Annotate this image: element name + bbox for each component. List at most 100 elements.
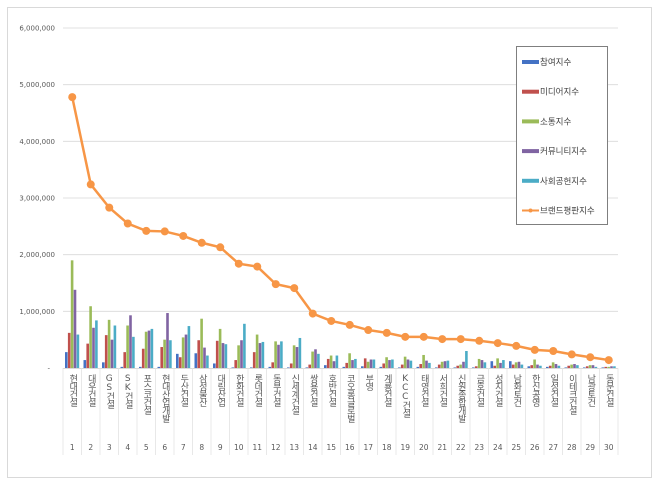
bar-3-30 — [607, 366, 610, 368]
brand-index-point-24 — [493, 339, 502, 348]
bar-5-22 — [465, 351, 468, 368]
bar-2-10 — [234, 360, 237, 368]
brand-index-point-3 — [105, 203, 114, 212]
rank-label: 18 — [382, 443, 392, 452]
category-label: 남광토건 — [585, 374, 596, 406]
brand-index-point-9 — [216, 243, 225, 252]
bar-3-4 — [126, 325, 129, 368]
bar-5-13 — [298, 337, 302, 368]
bar-5-12 — [280, 341, 283, 368]
rank-label: 8 — [199, 443, 204, 452]
bar-4-25 — [517, 361, 521, 368]
rank-label: 19 — [400, 443, 410, 452]
bar-1-14 — [305, 367, 309, 368]
bar-1-16 — [342, 366, 346, 368]
bar-3-26 — [533, 359, 536, 368]
legend-label: 브랜드평판지수 — [540, 206, 595, 217]
category-label: 서희건설 — [437, 374, 448, 406]
bar-4-15 — [332, 361, 336, 368]
bar-2-20 — [419, 364, 422, 368]
brand-index-point-7 — [179, 231, 188, 240]
category-label: 이테크건설 — [566, 374, 577, 414]
bar-2-5 — [141, 348, 145, 368]
bar-5-3 — [113, 325, 117, 368]
bar-3-25 — [514, 362, 518, 368]
brand-index-point-11 — [253, 262, 262, 271]
bar-1-6 — [157, 366, 161, 368]
brand-index-point-15 — [327, 316, 336, 325]
bar-2-2 — [86, 343, 89, 368]
brand-index-point-22 — [456, 335, 465, 344]
category-label: 남화토건 — [511, 374, 522, 406]
bar-5-1 — [76, 334, 80, 368]
bar-3-27 — [551, 362, 555, 368]
category-label: 두산건설 — [178, 374, 189, 406]
bar-4-20 — [425, 360, 428, 368]
category-label: 한화건설 — [233, 374, 244, 406]
bar-4-24 — [499, 362, 502, 368]
category-label: 현대건설 — [67, 374, 78, 406]
rank-label: 17 — [363, 443, 373, 452]
legend-label: 미디어지수 — [540, 87, 579, 98]
bar-5-7 — [187, 326, 191, 368]
bar-2-19 — [400, 364, 404, 368]
bar-1-23 — [472, 367, 475, 368]
brand-index-point-27 — [549, 347, 558, 355]
bar-3-9 — [218, 328, 222, 368]
bar-2-18 — [382, 363, 385, 368]
bar-1-15 — [324, 365, 327, 368]
category-label: 쌍용건설 — [307, 374, 318, 406]
brand-index-point-26 — [530, 345, 539, 354]
brand-index-point-28 — [567, 350, 576, 359]
brand-index-point-5 — [142, 226, 151, 235]
brand-index-point-30 — [604, 356, 613, 365]
bar-1-11 — [250, 367, 253, 368]
brand-index-point-6 — [160, 227, 169, 236]
bar-2-11 — [252, 352, 256, 368]
bar-1-24 — [490, 361, 494, 368]
bar-2-21 — [437, 364, 441, 368]
bar-1-4 — [120, 366, 124, 368]
bar-5-5 — [150, 328, 154, 368]
bar-4-28 — [573, 364, 576, 368]
bar-5-6 — [169, 340, 172, 368]
y-tick-label: 1,000,000 — [19, 308, 55, 316]
bar-3-24 — [496, 358, 499, 368]
brand-index-point-13 — [290, 284, 299, 293]
bar-3-19 — [403, 356, 407, 368]
category-label: 포스코건설 — [141, 374, 152, 414]
bar-4-21 — [443, 361, 447, 368]
bar-1-30 — [601, 367, 605, 368]
category-label: 한신공영 — [529, 374, 540, 406]
bar-5-24 — [502, 360, 505, 368]
y-tick-label: - — [47, 365, 50, 373]
bar-1-19 — [398, 367, 401, 368]
bar-2-1 — [67, 332, 71, 368]
bar-3-22 — [459, 364, 462, 368]
bar-4-17 — [369, 359, 373, 368]
bar-4-10 — [240, 340, 243, 368]
bar-1-28 — [564, 367, 568, 368]
category-label: KCC건설 — [400, 374, 411, 417]
rank-label: 14 — [308, 443, 318, 452]
category-label: 부영 — [363, 374, 374, 390]
bar-5-14 — [317, 353, 320, 368]
bar-4-5 — [147, 330, 151, 368]
bar-5-11 — [261, 341, 265, 368]
bar-3-15 — [329, 355, 333, 368]
rank-label: 16 — [345, 443, 355, 452]
legend-swatch-marker — [528, 208, 533, 213]
rank-label: 5 — [144, 443, 149, 452]
brand-index-point-21 — [438, 335, 447, 344]
brand-index-point-17 — [364, 326, 373, 335]
bar-4-29 — [591, 365, 595, 368]
rank-label: 12 — [271, 443, 281, 452]
y-tick-label: 3,000,000 — [19, 195, 55, 203]
bar-2-27 — [548, 365, 552, 368]
brand-index-point-18 — [382, 328, 391, 337]
bar-4-16 — [351, 360, 354, 368]
bar-2-22 — [456, 365, 459, 368]
category-label: 신세계건설 — [289, 374, 300, 414]
bar-1-3 — [102, 362, 105, 368]
brand-index-point-14 — [308, 309, 317, 318]
